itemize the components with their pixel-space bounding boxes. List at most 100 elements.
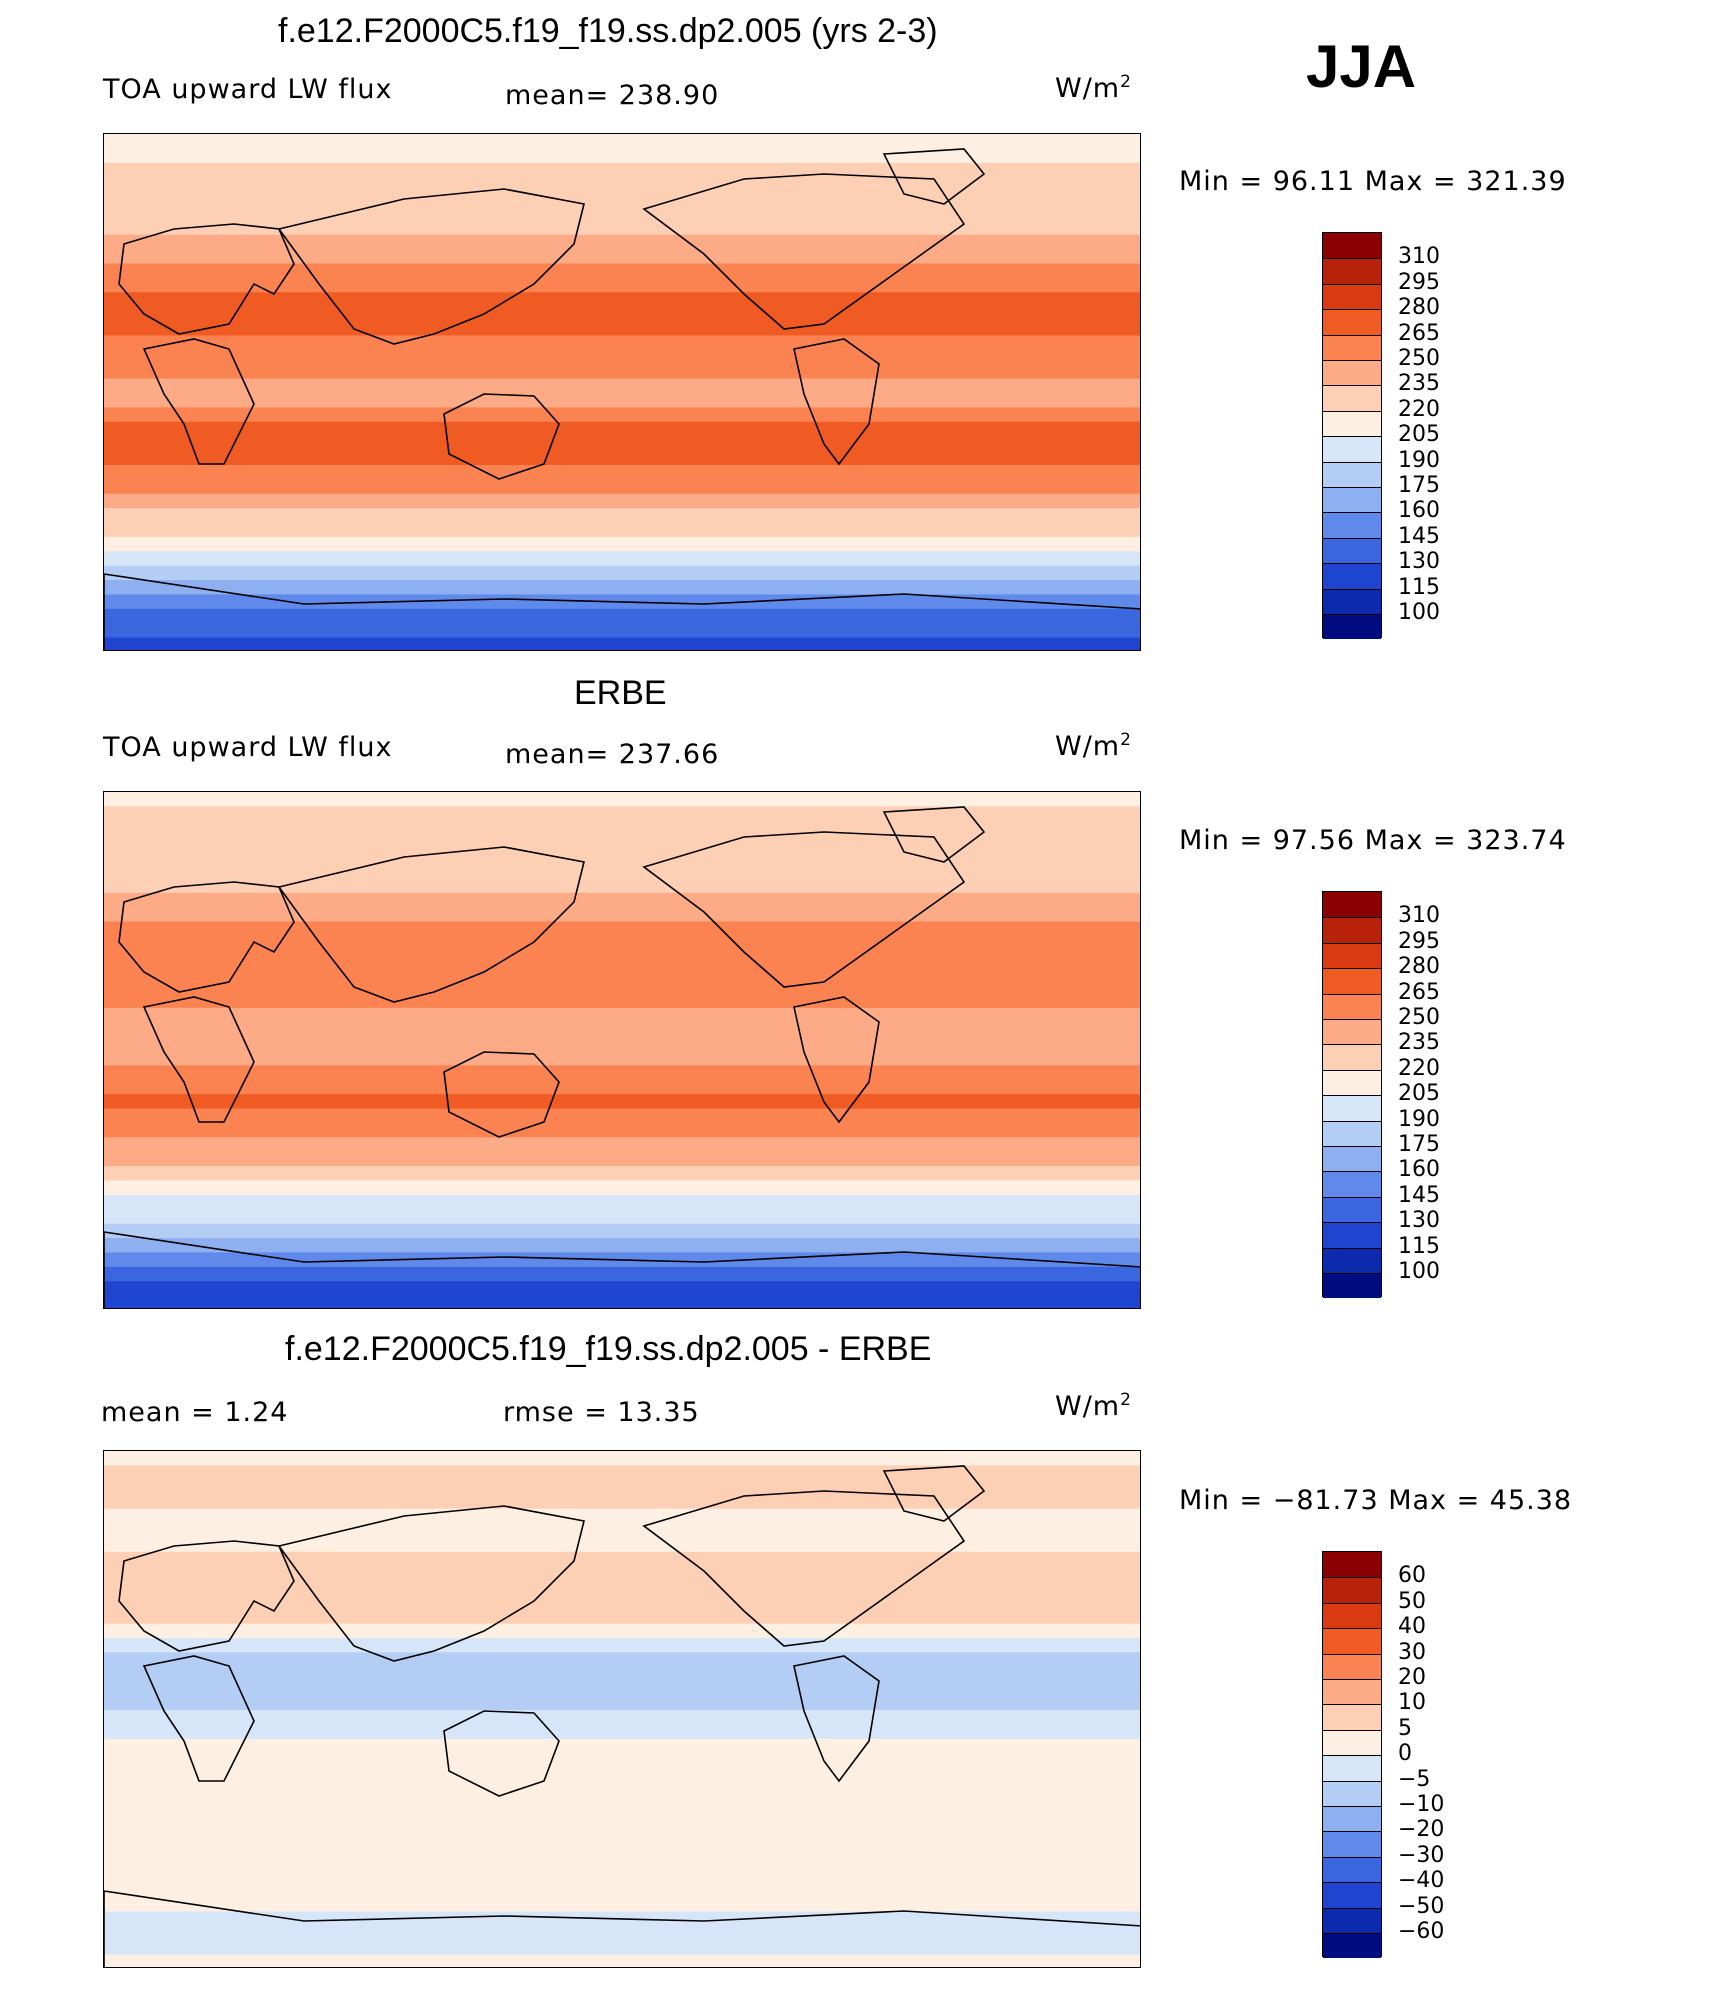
colorbar-divider (1323, 1044, 1381, 1046)
colorbar-tick-label: 190 (1398, 1106, 1440, 1132)
field-band (104, 1609, 1140, 1625)
colorbar-divider (1323, 436, 1381, 438)
field-band (104, 565, 1140, 581)
colorbar-swatch (1323, 1882, 1381, 1908)
colorbar-tick-label: 265 (1398, 979, 1440, 1005)
field-band (104, 1810, 1140, 1826)
colorbar-divider (1323, 334, 1381, 336)
colorbar-swatch (1323, 461, 1381, 487)
colorbar-swatch (1323, 309, 1381, 335)
units-superscript: 2 (1120, 72, 1132, 92)
field-band (104, 792, 1140, 807)
colorbar-divider (1323, 1247, 1381, 1249)
colorbar-swatch (1323, 588, 1381, 614)
colorbar-swatch (1323, 942, 1381, 969)
colorbar-swatch (1323, 1907, 1381, 1933)
field-band (104, 608, 1140, 624)
colorbar-swatch (1323, 1704, 1381, 1730)
colorbar-tick-label: −40 (1398, 1868, 1445, 1894)
colorbar-divider (1323, 461, 1381, 463)
field-band (104, 551, 1140, 567)
field-band (104, 993, 1140, 1009)
coastline (793, 338, 880, 466)
panel-units-model: W/m2 (1055, 72, 1132, 104)
colorbar-tick-label: −50 (1398, 1893, 1445, 1919)
field-band (104, 1868, 1140, 1884)
colorbar-swatch (1323, 1780, 1381, 1806)
colorbar-tick-label: 115 (1398, 1233, 1440, 1259)
field-band (104, 935, 1140, 951)
units-text: W/m (1055, 731, 1121, 762)
panel-title-diff: f.e12.F2000C5.f19_f19.ss.dp2.005 - ERBE (285, 1330, 932, 1368)
colorbar-divider (1323, 410, 1381, 412)
colorbar-tick-label: −5 (1398, 1766, 1431, 1792)
colorbar-divider (1323, 942, 1381, 944)
field-band (104, 1209, 1140, 1225)
field-band (104, 1036, 1140, 1052)
field-band (104, 249, 1140, 265)
colorbar-swatch (1323, 968, 1381, 994)
panel-mean-model: mean= 238.90 (505, 80, 720, 111)
colorbar-swatch (1323, 487, 1381, 513)
panel-title-obs: ERBE (574, 674, 667, 712)
field-band (104, 1839, 1140, 1855)
field-band (104, 1853, 1140, 1869)
colorbar-swatch (1323, 1171, 1381, 1197)
colorbar-tick-label: 20 (1398, 1665, 1426, 1690)
colorbar-divider (1323, 588, 1381, 590)
field-band (104, 1695, 1140, 1711)
colorbar-tick-label: 175 (1398, 1132, 1440, 1157)
colorbar-divider (1323, 1196, 1381, 1198)
colorbar-divider (1323, 1755, 1381, 1757)
field-band (104, 623, 1140, 639)
field-band (104, 1194, 1140, 1210)
colorbar-divider (1323, 1831, 1381, 1833)
colorbar-divider (1323, 1729, 1381, 1731)
field-band (104, 1882, 1140, 1898)
field-band (104, 1151, 1140, 1167)
field-band (104, 1652, 1140, 1668)
coastline (104, 1890, 1140, 1967)
colorbar-tick-label: −10 (1398, 1792, 1445, 1817)
units-superscript: 2 (1120, 1390, 1132, 1410)
colorbar-swatch (1323, 1602, 1381, 1629)
coastline (642, 173, 966, 330)
colorbar-swatch (1323, 537, 1381, 564)
field-band (104, 1180, 1140, 1196)
field-band (104, 536, 1140, 552)
colorbar-swatch (1323, 512, 1381, 538)
colorbar-tick-label: 100 (1398, 1259, 1440, 1284)
coastline (118, 1540, 295, 1652)
colorbar-divider (1323, 1171, 1381, 1173)
field-band (104, 1738, 1140, 1754)
field-band (104, 1551, 1140, 1567)
field-band (104, 1022, 1140, 1038)
panel-rmse-diff: rmse = 13.35 (503, 1397, 700, 1428)
field-band (104, 378, 1140, 394)
field-band (104, 1094, 1140, 1110)
colorbar-swatch (1323, 1729, 1381, 1756)
field-band (104, 1796, 1140, 1812)
field-band (104, 436, 1140, 452)
colorbar-tick-label: 145 (1398, 1182, 1440, 1208)
colorbar-tick-label: 310 (1398, 244, 1440, 270)
field-band (104, 1166, 1140, 1182)
colorbar-swatch (1323, 1653, 1381, 1679)
field-band (104, 393, 1140, 408)
field-band (104, 1767, 1140, 1783)
colorbar-tick-label: 160 (1398, 1157, 1440, 1183)
colorbar-swatch (1323, 283, 1381, 310)
colorbar-tick-label: 160 (1398, 498, 1440, 524)
field-band (104, 1681, 1140, 1697)
field-band (104, 835, 1140, 851)
field-band (104, 580, 1140, 596)
colorbar-tick-label: 295 (1398, 269, 1440, 295)
coastline (642, 1490, 966, 1647)
field-band (104, 134, 1140, 149)
colorbar-divider (1323, 1653, 1381, 1655)
field-band (104, 1724, 1140, 1740)
colorbar-box (1322, 891, 1382, 1299)
colorbar-divider (1323, 1679, 1381, 1680)
panel-left-label-model: TOA upward LW flux (103, 74, 393, 105)
colorbar-swatch (1323, 1806, 1381, 1832)
